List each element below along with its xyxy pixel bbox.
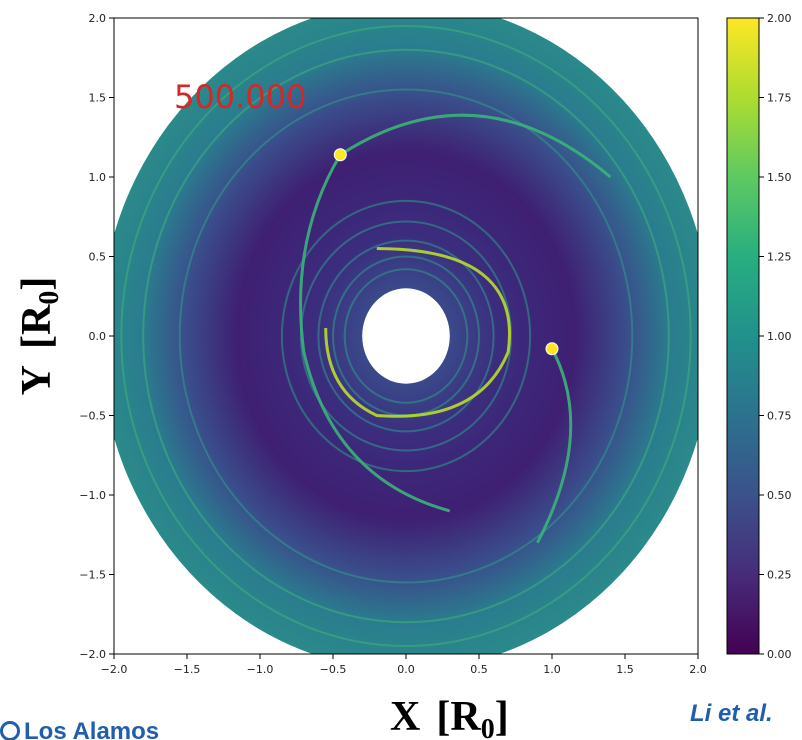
colorbar-axis: 2.00 1.75 1.50 1.25 1.00 0.75 0.50 0.25 0.00 xyxy=(759,12,792,661)
colorbar-tick-label: 0.00 xyxy=(767,648,792,661)
x-axis: −2.0 −1.5 −1.0 −0.5 0.0 0.5 1.0 1.5 2.0 xyxy=(101,654,707,676)
x-tick-label: 1.5 xyxy=(616,663,634,676)
x-tick-label: −1.5 xyxy=(174,663,201,676)
colorbar-tick-label: 2.00 xyxy=(767,12,792,25)
logo-icon xyxy=(0,721,20,740)
y-tick-label: −2.0 xyxy=(79,648,106,661)
y-axis: 2.0 1.5 1.0 0.5 0.0 −0.5 −1.0 −1.5 −2.0 xyxy=(79,12,114,661)
y-tick-label: −0.5 xyxy=(79,410,106,423)
y-axis-title: Y[R0] xyxy=(14,277,65,396)
x-tick-label: 0.5 xyxy=(470,663,488,676)
colorbar-tick-label: 0.25 xyxy=(767,569,792,582)
colorbar-tick-label: 1.50 xyxy=(767,171,792,184)
x-tick-label: 0.0 xyxy=(397,663,415,676)
density-ring xyxy=(343,268,469,404)
density-ring xyxy=(178,88,634,584)
spiral-arm-wake xyxy=(339,113,612,544)
planet-2 xyxy=(545,342,559,356)
y-tick-label: −1.5 xyxy=(79,569,106,582)
y-tick-label: 0.0 xyxy=(89,330,107,343)
colorbar-tick-label: 1.00 xyxy=(767,330,792,343)
y-tick-label: −1.0 xyxy=(79,489,106,502)
x-tick-label: −2.0 xyxy=(101,663,128,676)
credit-label: Li et al. xyxy=(690,700,773,727)
density-ring xyxy=(317,239,495,433)
spiral-arm-inner xyxy=(324,247,511,418)
planet-1 xyxy=(333,148,347,162)
inner-cavity xyxy=(362,288,450,384)
los-alamos-logo: Los Alamos xyxy=(0,718,159,740)
spiral-arm-outer xyxy=(299,153,451,513)
x-tick-label: −0.5 xyxy=(320,663,347,676)
x-tick-label: −1.0 xyxy=(247,663,274,676)
density-ring xyxy=(142,48,670,624)
colorbar xyxy=(726,17,760,655)
time-label: 500.000 xyxy=(174,78,306,116)
x-tick-label: 1.0 xyxy=(543,663,561,676)
colorbar-tick-label: 1.25 xyxy=(767,251,792,264)
y-tick-label: 1.5 xyxy=(89,92,107,105)
density-ring xyxy=(280,199,532,473)
density-ring xyxy=(120,24,692,648)
y-tick-label: 0.5 xyxy=(89,251,107,264)
y-tick-label: 2.0 xyxy=(89,12,107,25)
y-tick-label: 1.0 xyxy=(89,171,107,184)
x-axis-title: X [R0] xyxy=(390,694,509,740)
colorbar-tick-label: 0.75 xyxy=(767,410,792,423)
colorbar-tick-label: 1.75 xyxy=(767,92,792,105)
logo-text: Los Alamos xyxy=(24,718,160,740)
x-tick-label: 2.0 xyxy=(689,663,707,676)
density-heatmap xyxy=(114,18,698,654)
colorbar-tick-label: 0.50 xyxy=(767,489,792,502)
